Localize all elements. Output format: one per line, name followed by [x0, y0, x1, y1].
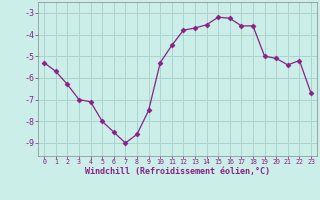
X-axis label: Windchill (Refroidissement éolien,°C): Windchill (Refroidissement éolien,°C) — [85, 167, 270, 176]
